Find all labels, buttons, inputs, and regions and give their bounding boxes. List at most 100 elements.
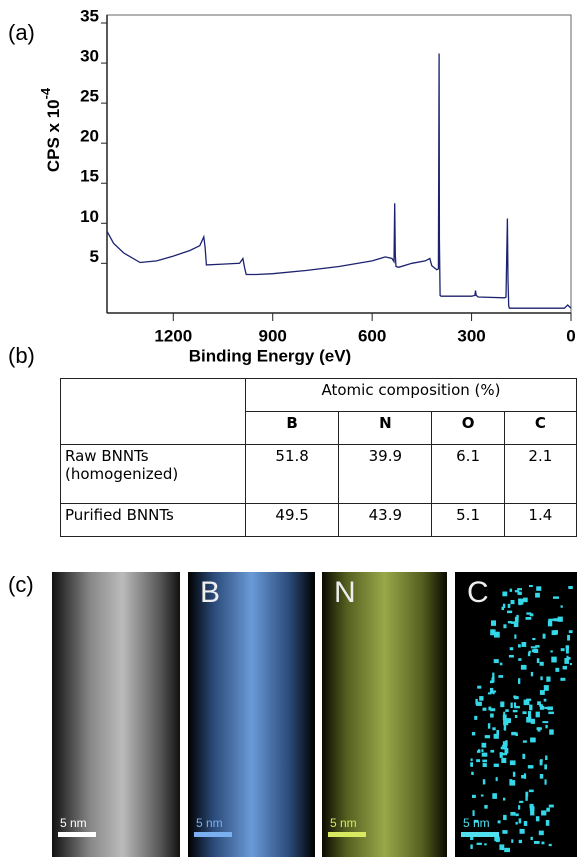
scale-label: 5 nm bbox=[463, 816, 490, 830]
speckle bbox=[521, 642, 527, 647]
micrograph-b bbox=[188, 572, 315, 857]
speckle bbox=[509, 780, 516, 786]
x-tick-label: 300 bbox=[457, 326, 485, 345]
speckle bbox=[529, 704, 533, 711]
speckle bbox=[490, 629, 496, 636]
group-header: Atomic composition (%) bbox=[245, 378, 577, 412]
speckle bbox=[519, 828, 525, 834]
speckle bbox=[500, 701, 505, 708]
speckle bbox=[476, 759, 481, 763]
speckle bbox=[502, 603, 506, 609]
speckle bbox=[480, 794, 484, 797]
y-axis-exponent: -4 bbox=[38, 87, 53, 99]
x-tick-label: 0 bbox=[566, 326, 575, 345]
speckle bbox=[490, 687, 494, 694]
speckle bbox=[502, 830, 508, 834]
speckle bbox=[514, 715, 518, 718]
cell: 6.1 bbox=[431, 444, 505, 504]
y-tick-label: 20 bbox=[80, 127, 99, 146]
scale-label: 5 nm bbox=[196, 816, 223, 830]
speckle bbox=[492, 793, 497, 799]
speckle bbox=[507, 621, 512, 624]
speckle bbox=[477, 685, 482, 689]
speckle bbox=[509, 588, 513, 592]
speckle bbox=[523, 773, 527, 779]
speckle bbox=[482, 779, 486, 785]
column-header: N bbox=[338, 411, 433, 445]
speckle bbox=[488, 706, 492, 711]
cell: 5.1 bbox=[431, 503, 505, 537]
speckle bbox=[518, 678, 521, 684]
speckle bbox=[530, 836, 533, 841]
speckle bbox=[481, 742, 487, 748]
y-tick-label: 25 bbox=[80, 87, 99, 106]
speckle bbox=[530, 671, 534, 677]
speckle bbox=[565, 645, 570, 649]
speckle bbox=[523, 597, 528, 603]
speckle bbox=[560, 605, 563, 608]
panel-label: (b) bbox=[8, 343, 35, 368]
speckle bbox=[510, 621, 516, 624]
speckle bbox=[513, 695, 517, 699]
empty-cell bbox=[60, 378, 246, 445]
speckle bbox=[471, 732, 476, 736]
speckle bbox=[517, 591, 522, 595]
speckle bbox=[502, 741, 507, 747]
speckle bbox=[514, 702, 517, 708]
speckle bbox=[560, 648, 565, 652]
speckle bbox=[476, 701, 482, 706]
row-label: Purified BNNTs bbox=[60, 503, 246, 537]
speckle bbox=[473, 819, 479, 823]
speckle bbox=[505, 709, 509, 712]
speckle bbox=[498, 675, 504, 678]
speckle bbox=[518, 658, 522, 661]
micrographs: 5 nm B 5 nm N 5 nm C 5 nm bbox=[52, 572, 577, 857]
speckle bbox=[543, 698, 547, 702]
speckle bbox=[484, 735, 491, 739]
speckle bbox=[515, 821, 518, 825]
speckle bbox=[535, 711, 540, 718]
speckle bbox=[539, 759, 543, 762]
speckle bbox=[474, 715, 478, 720]
speckle bbox=[514, 616, 519, 623]
speckle bbox=[490, 749, 495, 753]
speckle bbox=[515, 732, 518, 737]
speckle bbox=[510, 702, 513, 709]
speckle bbox=[539, 760, 543, 766]
speckle bbox=[478, 749, 481, 753]
speckle bbox=[566, 657, 571, 660]
speckle bbox=[529, 806, 535, 811]
speckle bbox=[491, 690, 497, 693]
speckle bbox=[544, 706, 549, 710]
panel-label: (a) bbox=[8, 20, 35, 45]
speckle bbox=[539, 705, 545, 710]
speckle bbox=[492, 727, 496, 731]
micrograph-label: N bbox=[334, 576, 356, 609]
speckle bbox=[536, 586, 542, 591]
y-axis-title-text: CPS x 10 bbox=[44, 99, 63, 172]
speckle bbox=[530, 646, 537, 649]
speckle bbox=[501, 752, 508, 756]
speckle bbox=[539, 661, 544, 666]
speckle bbox=[542, 633, 546, 639]
speckle bbox=[501, 757, 507, 764]
speckle bbox=[502, 744, 508, 750]
speckle bbox=[551, 656, 557, 663]
micrograph-label: B bbox=[200, 576, 220, 609]
speckle bbox=[504, 847, 511, 853]
speckle bbox=[565, 648, 569, 654]
speckle bbox=[490, 680, 493, 684]
speckle bbox=[509, 647, 514, 651]
speckle bbox=[535, 816, 540, 822]
speckle bbox=[555, 667, 560, 672]
speckle bbox=[540, 676, 543, 681]
speckle bbox=[493, 733, 499, 739]
speckle bbox=[514, 705, 520, 709]
speckle bbox=[470, 844, 473, 849]
speckle bbox=[487, 692, 492, 695]
speckle bbox=[518, 839, 523, 844]
speckle bbox=[530, 809, 535, 816]
speckle bbox=[494, 836, 500, 842]
speckle bbox=[551, 630, 557, 636]
speckle bbox=[495, 777, 498, 782]
